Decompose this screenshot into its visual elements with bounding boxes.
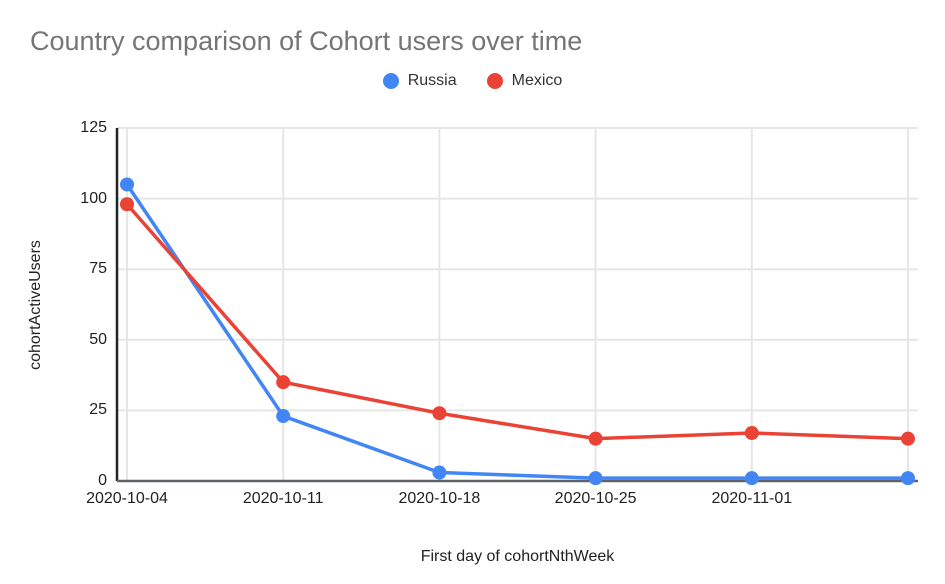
data-point-mexico[interactable] [276, 375, 291, 390]
y-tick-label: 0 [98, 472, 107, 489]
legend: Russia Mexico [0, 70, 945, 92]
legend-dot-russia-icon [382, 73, 399, 89]
x-tick-label: 2020-10-18 [398, 490, 481, 507]
data-point-mexico[interactable] [120, 197, 134, 212]
x-tick-label: 2020-10-25 [554, 490, 637, 507]
x-tick-label: 2020-10-04 [86, 490, 168, 507]
x-tick-label: 2020-11-01 [711, 490, 793, 507]
series-line-mexico [125, 202, 910, 441]
y-tick-label: 75 [89, 260, 107, 278]
series-line-russia [125, 182, 910, 480]
y-tick-label: 100 [80, 189, 107, 207]
y-tick-label: 125 [80, 119, 107, 136]
x-axis-title: First day of cohortNthWeek [420, 548, 615, 565]
y-axis-title: cohortActiveUsers [27, 240, 44, 370]
y-tick-label: 25 [89, 401, 107, 419]
data-point-russia[interactable] [432, 465, 447, 480]
legend-label: Russia [407, 72, 457, 89]
data-point-russia[interactable] [744, 471, 759, 486]
y-tick-label: 50 [89, 330, 107, 348]
chart-title: Country comparison of Cohort users over … [30, 26, 583, 56]
data-point-mexico[interactable] [432, 406, 447, 421]
legend-dot-mexico-icon [486, 73, 503, 89]
legend-item-russia: Russia [382, 72, 457, 90]
x-tick-label: 2020-10-11 [242, 490, 324, 507]
data-point-russia[interactable] [276, 409, 291, 424]
legend-item-mexico: Mexico [486, 72, 563, 90]
data-point-mexico[interactable] [744, 425, 759, 440]
data-point-mexico[interactable] [901, 431, 915, 446]
legend-label: Mexico [511, 72, 563, 89]
data-point-russia[interactable] [588, 471, 603, 486]
data-point-russia[interactable] [901, 471, 915, 486]
data-point-mexico[interactable] [588, 431, 603, 446]
data-point-russia[interactable] [120, 177, 134, 192]
